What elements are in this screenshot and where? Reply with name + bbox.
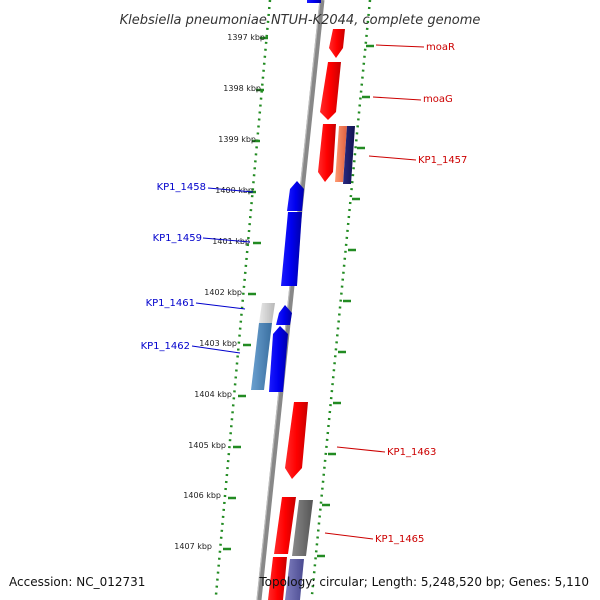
- gene-moaG[interactable]: [320, 62, 341, 120]
- gene-moaR[interactable]: [329, 29, 345, 58]
- gene-KP1_1463[interactable]: [285, 402, 308, 479]
- tick-label: 1403 kbp: [199, 339, 237, 348]
- gene-KP1_1457-part[interactable]: [335, 126, 347, 182]
- gene-label-KP1_1465[interactable]: KP1_1465: [375, 534, 424, 545]
- reverse-gene-labels: [191, 187, 254, 354]
- gene-KP1_1457[interactable]: [318, 124, 336, 182]
- accession-text: Accession: NC_012731: [9, 575, 145, 589]
- gene-KP1_1465[interactable]: [274, 497, 296, 554]
- gene-KP1_1459[interactable]: [281, 212, 302, 286]
- gene-KP1_1458[interactable]: [287, 181, 304, 211]
- genome-stats-text: Topology: circular; Length: 5,248,520 bp…: [258, 575, 589, 589]
- gene-KP1_1462[interactable]: [269, 326, 288, 392]
- gene-feature[interactable]: [285, 559, 304, 600]
- tick-label: 1406 kbp: [183, 491, 221, 500]
- tick-label: 1398 kbp: [223, 84, 261, 93]
- right-tick-guide: [310, 0, 372, 596]
- gene-label-KP1_1462[interactable]: KP1_1462: [141, 341, 190, 352]
- tick-label: 1405 kbp: [188, 441, 226, 450]
- gene-KP1_1462[interactable]: [251, 323, 272, 390]
- gene-KP1_1457-part[interactable]: [343, 126, 355, 184]
- tick-label: 1399 kbp: [218, 135, 256, 144]
- tick-label: 1402 kbp: [204, 288, 242, 297]
- left-tick-guide: [214, 0, 272, 596]
- forward-gene-labels: [324, 44, 425, 540]
- tick-marks: [223, 36, 374, 558]
- gene-feature[interactable]: [307, 0, 321, 3]
- gene-KP1_1461[interactable]: [259, 303, 275, 323]
- genome-backbone: [256, 0, 325, 600]
- gene-feature[interactable]: [292, 500, 313, 556]
- gene-label-KP1_1459[interactable]: KP1_1459: [153, 233, 202, 244]
- gene-label-KP1_1461[interactable]: KP1_1461: [146, 298, 195, 309]
- gene-feature[interactable]: [268, 557, 287, 600]
- tick-label: 1404 kbp: [194, 390, 232, 399]
- tick-label: 1397 kbp: [227, 33, 265, 42]
- gene-label-moaR[interactable]: moaR: [426, 42, 455, 53]
- axis-labels: 1397 kbp 1398 kbp 1399 kbp 1400 kbp 1401…: [174, 33, 265, 551]
- map-title: Klebsiella pneumoniae NTUH-K2044, comple…: [120, 13, 481, 28]
- gene-KP1_1461[interactable]: [276, 305, 292, 325]
- gene-label-moaG[interactable]: moaG: [423, 94, 453, 105]
- tick-label: 1407 kbp: [174, 542, 212, 551]
- gene-label-KP1_1463[interactable]: KP1_1463: [387, 447, 436, 458]
- tick-label: 1401 kbp: [212, 237, 250, 246]
- gene-label-KP1_1457[interactable]: KP1_1457: [418, 155, 467, 166]
- gene-label-KP1_1458[interactable]: KP1_1458: [157, 182, 206, 193]
